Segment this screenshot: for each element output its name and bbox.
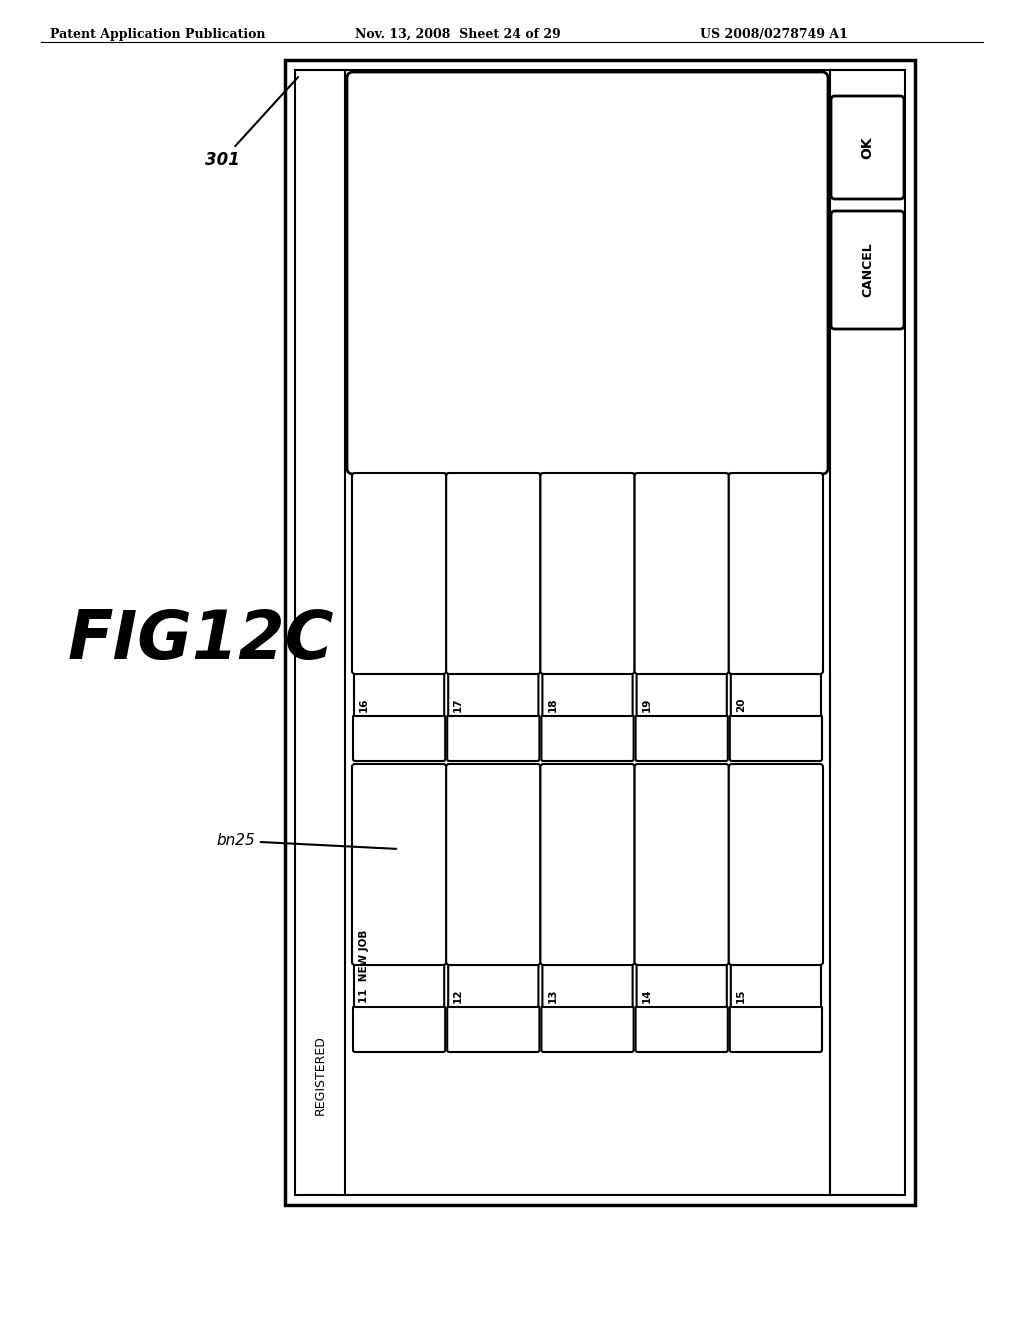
FancyBboxPatch shape: [635, 473, 729, 675]
FancyBboxPatch shape: [353, 715, 445, 762]
Text: 18: 18: [548, 697, 557, 711]
Text: 11  NEW JOB: 11 NEW JOB: [359, 929, 369, 1003]
Text: CANCEL: CANCEL: [861, 243, 874, 297]
FancyBboxPatch shape: [543, 964, 633, 1007]
FancyBboxPatch shape: [449, 964, 539, 1007]
FancyBboxPatch shape: [730, 1006, 822, 1052]
FancyBboxPatch shape: [541, 764, 635, 965]
FancyBboxPatch shape: [295, 70, 905, 1195]
Text: OK: OK: [860, 136, 874, 158]
FancyBboxPatch shape: [542, 715, 634, 762]
FancyBboxPatch shape: [636, 715, 728, 762]
FancyBboxPatch shape: [831, 96, 904, 199]
FancyBboxPatch shape: [447, 1006, 540, 1052]
FancyBboxPatch shape: [729, 473, 823, 675]
FancyBboxPatch shape: [354, 672, 444, 715]
Text: 16: 16: [359, 697, 369, 711]
Text: 19: 19: [642, 698, 651, 711]
Text: Nov. 13, 2008  Sheet 24 of 29: Nov. 13, 2008 Sheet 24 of 29: [355, 28, 561, 41]
FancyBboxPatch shape: [637, 672, 727, 715]
Text: REGISTERED: REGISTERED: [313, 1035, 327, 1115]
Text: 301: 301: [205, 77, 298, 169]
FancyBboxPatch shape: [354, 964, 444, 1007]
FancyBboxPatch shape: [636, 1006, 728, 1052]
FancyBboxPatch shape: [831, 211, 904, 329]
FancyBboxPatch shape: [449, 672, 539, 715]
FancyBboxPatch shape: [446, 764, 541, 965]
FancyBboxPatch shape: [729, 764, 823, 965]
Text: US 2008/0278749 A1: US 2008/0278749 A1: [700, 28, 848, 41]
FancyBboxPatch shape: [285, 59, 915, 1205]
Text: 20: 20: [736, 697, 745, 711]
FancyBboxPatch shape: [730, 715, 822, 762]
FancyBboxPatch shape: [542, 1006, 634, 1052]
FancyBboxPatch shape: [541, 473, 635, 675]
Text: 15: 15: [736, 989, 745, 1003]
FancyBboxPatch shape: [543, 672, 633, 715]
Text: FIG12C: FIG12C: [68, 607, 335, 673]
FancyBboxPatch shape: [447, 715, 540, 762]
FancyBboxPatch shape: [731, 672, 821, 715]
Text: 17: 17: [454, 697, 463, 711]
FancyBboxPatch shape: [731, 964, 821, 1007]
FancyBboxPatch shape: [637, 964, 727, 1007]
FancyBboxPatch shape: [353, 1006, 445, 1052]
FancyBboxPatch shape: [352, 764, 446, 965]
Text: 14: 14: [642, 989, 651, 1003]
FancyBboxPatch shape: [446, 473, 541, 675]
Text: Patent Application Publication: Patent Application Publication: [50, 28, 265, 41]
Text: 13: 13: [548, 989, 557, 1003]
Text: bn25: bn25: [216, 833, 396, 849]
FancyBboxPatch shape: [347, 73, 828, 474]
FancyBboxPatch shape: [352, 473, 446, 675]
FancyBboxPatch shape: [635, 764, 729, 965]
Text: 12: 12: [454, 989, 463, 1003]
